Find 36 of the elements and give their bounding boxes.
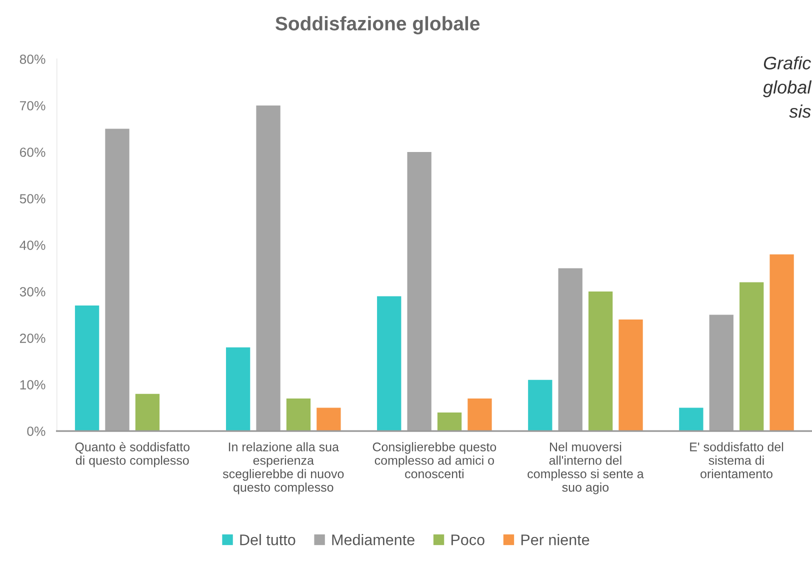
legend-label: Mediamente xyxy=(332,534,414,546)
bar xyxy=(135,394,160,432)
bar xyxy=(740,282,764,432)
y-tick-label: 80% xyxy=(20,54,46,64)
bar xyxy=(528,380,552,432)
bar xyxy=(226,347,250,432)
bar xyxy=(74,305,100,432)
annotation: Grafic xyxy=(764,56,811,70)
bar xyxy=(437,412,462,432)
x-tick-label: Quanto è soddisfatto di questo complesso xyxy=(75,442,190,468)
y-tick-label: 20% xyxy=(20,334,46,343)
y-tick-label: 70% xyxy=(20,101,46,110)
bar xyxy=(588,292,613,432)
annotation: global xyxy=(763,80,812,98)
y-tick-label: 30% xyxy=(20,287,46,296)
y-tick-label: 50% xyxy=(20,194,46,204)
y-tick-label: 10% xyxy=(20,380,46,390)
x-tick-label: In relazione alla sua esperienza sceglierebbe di nuovo questo complesso xyxy=(222,442,344,494)
x-tick-label: Consiglierebbe questo complesso ad amici o conoscenti xyxy=(372,442,496,478)
y-tick-label: 0% xyxy=(27,426,46,436)
legend-label: Per niente xyxy=(521,534,590,546)
bar xyxy=(316,408,341,432)
legend-label: Del tutto xyxy=(240,534,296,546)
bar xyxy=(377,296,402,432)
annotation: sis xyxy=(789,104,811,118)
chart-title: Soddisfazione globale xyxy=(276,16,480,34)
y-tick-label: 60% xyxy=(20,148,46,157)
bar xyxy=(770,254,794,432)
y-tick-label: 40% xyxy=(20,240,46,250)
bar xyxy=(679,408,704,432)
legend-label: Poco xyxy=(451,534,484,546)
x-tick-label: E' soddisfatto del sistema di orientamento xyxy=(690,442,784,478)
bar xyxy=(618,319,643,432)
bar xyxy=(468,398,492,432)
x-tick-label: Nel muoversi all'interno del complesso si sente a suo agio xyxy=(528,442,644,494)
bar xyxy=(286,398,311,432)
